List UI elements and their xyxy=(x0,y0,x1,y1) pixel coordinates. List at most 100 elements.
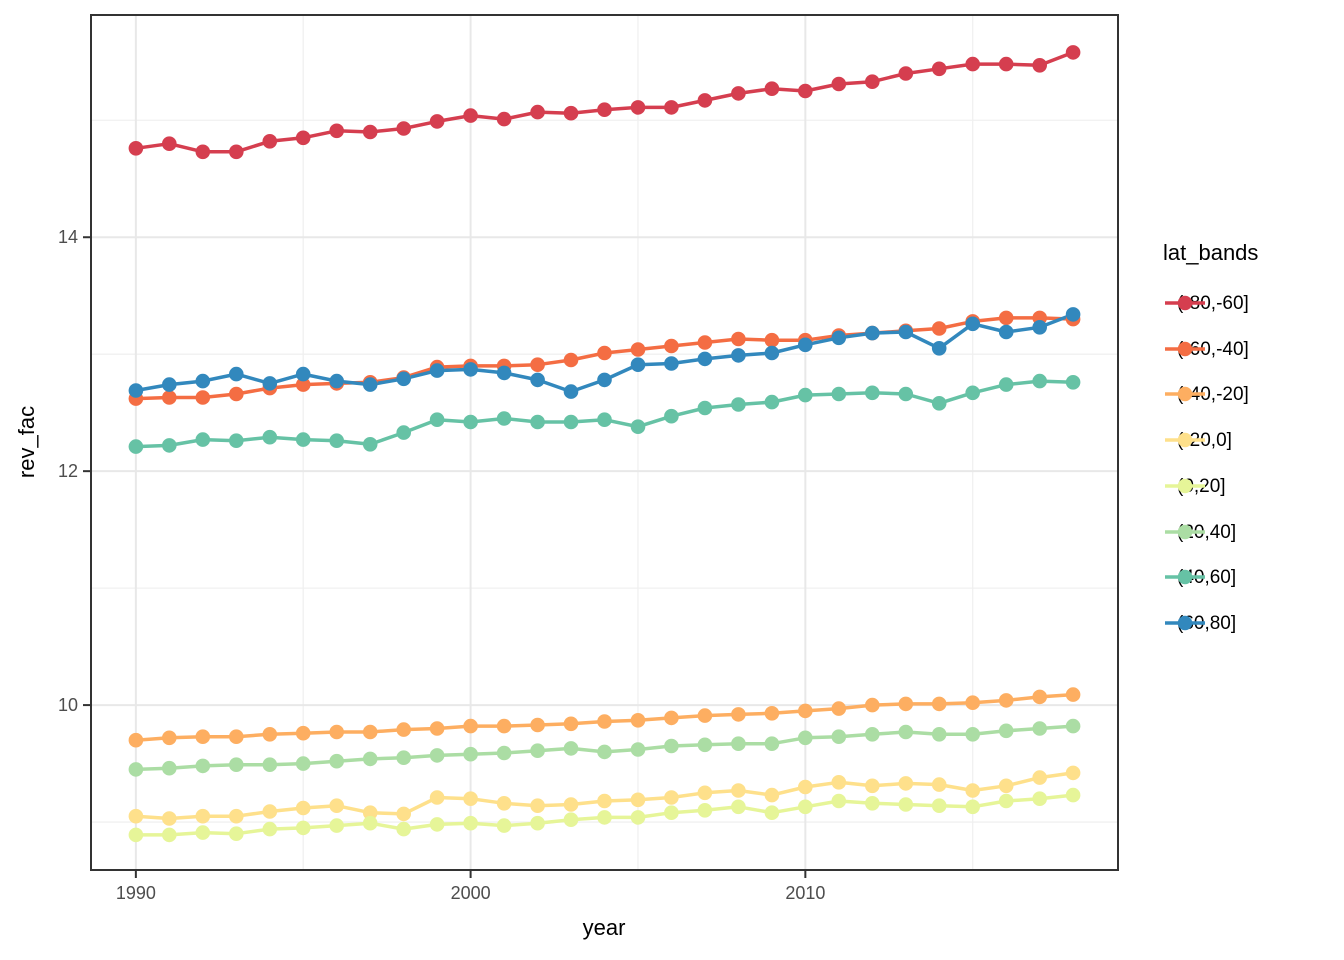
data-point xyxy=(262,757,278,772)
legend-item-label: (-60,-40] xyxy=(1177,338,1249,360)
data-point xyxy=(798,337,813,353)
data-point xyxy=(931,798,947,813)
data-point xyxy=(463,718,478,734)
data-point xyxy=(998,723,1014,739)
legend-item-label: (40,60] xyxy=(1177,567,1237,589)
legend-key-dot xyxy=(1177,295,1193,311)
data-point xyxy=(195,144,211,160)
data-point xyxy=(998,56,1014,72)
data-point xyxy=(463,108,478,123)
data-point xyxy=(530,743,545,758)
data-point xyxy=(496,411,512,426)
legend-item: (20,40] xyxy=(1163,517,1236,549)
data-point xyxy=(295,725,311,741)
data-point xyxy=(128,141,144,156)
data-point xyxy=(429,817,445,832)
data-point xyxy=(563,352,579,368)
data-point xyxy=(396,722,412,737)
data-point xyxy=(831,76,847,92)
data-point xyxy=(831,775,847,790)
data-point xyxy=(697,335,713,350)
data-point xyxy=(898,324,914,340)
data-point xyxy=(731,397,746,412)
data-point xyxy=(429,748,445,763)
data-point xyxy=(931,696,947,712)
data-point xyxy=(295,432,311,447)
legend-key-dot xyxy=(1177,478,1193,494)
legend-key-icon xyxy=(1165,478,1205,494)
data-point xyxy=(998,778,1014,794)
data-point xyxy=(865,385,880,401)
data-point xyxy=(764,332,780,348)
legend-key-icon xyxy=(1165,387,1205,402)
data-point xyxy=(998,693,1014,708)
legend-item: (40,60] xyxy=(1163,562,1236,594)
legend-item: (-60,-40] xyxy=(1163,334,1249,366)
data-point xyxy=(664,710,679,726)
legend-key-icon xyxy=(1165,341,1205,356)
legend-item: (-20,0] xyxy=(1163,425,1232,457)
legend-key-dot xyxy=(1177,615,1193,631)
data-point xyxy=(965,783,980,798)
data-point xyxy=(931,321,947,336)
data-point xyxy=(965,727,980,742)
data-point xyxy=(496,745,512,761)
data-point xyxy=(128,827,144,843)
legend-key-icon xyxy=(1165,524,1205,539)
data-point xyxy=(1032,689,1047,705)
data-point xyxy=(764,787,780,803)
data-point xyxy=(664,738,679,754)
data-point xyxy=(664,356,679,371)
data-point xyxy=(798,387,813,403)
data-point xyxy=(262,804,278,819)
data-point xyxy=(597,793,612,809)
data-point xyxy=(530,798,545,813)
data-point xyxy=(463,746,478,762)
data-point xyxy=(764,81,780,96)
legend-key-dot xyxy=(1177,387,1193,402)
data-point xyxy=(697,803,713,818)
data-point xyxy=(496,796,512,811)
data-point xyxy=(798,703,813,719)
data-point xyxy=(429,114,445,129)
data-point xyxy=(697,737,713,753)
data-point xyxy=(1065,307,1081,322)
x-tick-label: 2000 xyxy=(450,883,491,903)
data-point xyxy=(563,716,579,732)
data-point xyxy=(898,724,914,740)
data-point xyxy=(998,310,1014,326)
data-point xyxy=(262,821,278,837)
data-point xyxy=(429,790,445,805)
data-point xyxy=(563,384,579,399)
data-point xyxy=(128,808,144,824)
data-point xyxy=(530,372,545,388)
data-point xyxy=(128,732,144,748)
data-point xyxy=(496,365,512,381)
data-point xyxy=(798,730,813,746)
data-point xyxy=(998,324,1014,340)
data-point xyxy=(563,414,579,430)
legend-key-icon xyxy=(1165,432,1205,448)
data-point xyxy=(831,729,847,744)
data-point xyxy=(128,439,144,454)
data-point xyxy=(931,61,947,77)
data-point xyxy=(865,796,880,811)
data-point xyxy=(630,419,646,435)
data-point xyxy=(229,144,244,160)
data-point xyxy=(831,793,847,809)
data-point xyxy=(362,724,378,740)
legend-key-dot xyxy=(1177,569,1193,585)
data-point xyxy=(831,330,847,346)
data-point xyxy=(295,800,311,816)
data-point xyxy=(831,701,847,716)
data-point xyxy=(128,762,144,777)
y-tick-label: 12 xyxy=(57,461,78,482)
data-point xyxy=(162,377,177,392)
data-point xyxy=(396,821,412,837)
legend-key-dot xyxy=(1177,341,1193,356)
data-point xyxy=(865,74,880,89)
legend-item: (60,80] xyxy=(1163,608,1236,640)
data-point xyxy=(1065,687,1081,702)
data-point xyxy=(262,429,278,445)
